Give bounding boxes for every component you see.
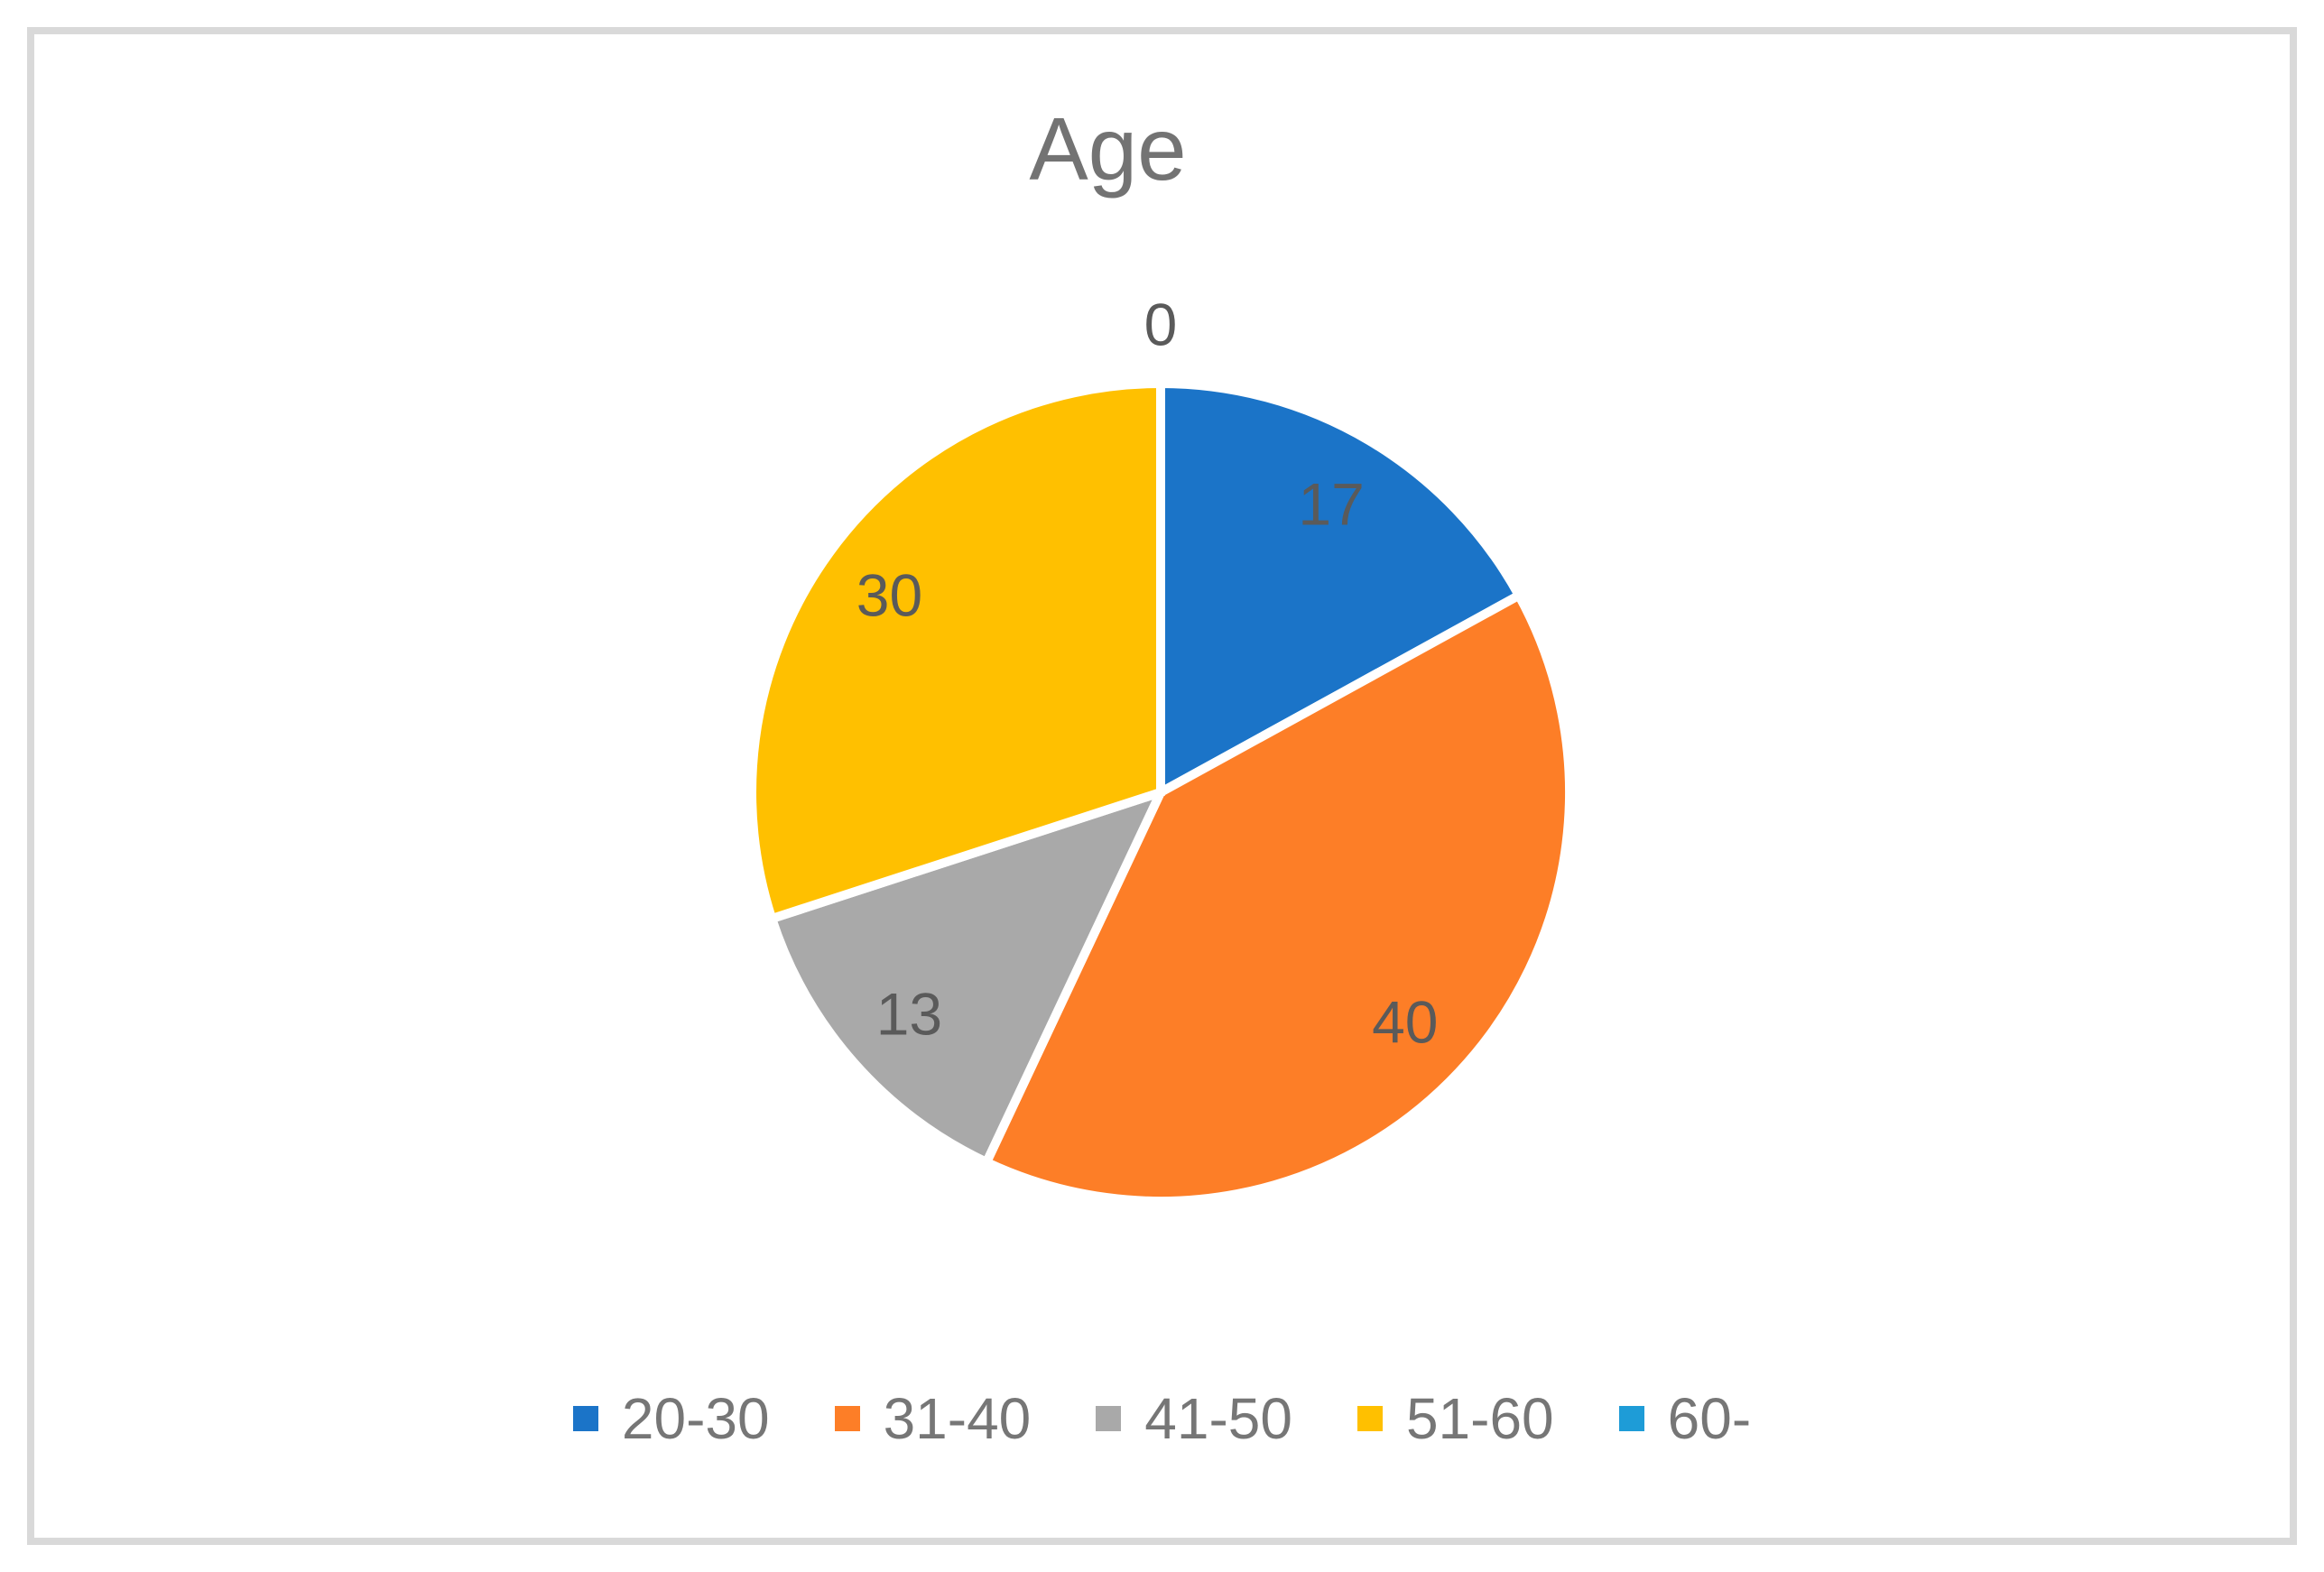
pie-slice-31-40 bbox=[980, 589, 1575, 1206]
legend-label: 41-50 bbox=[1144, 1386, 1292, 1451]
data-label-41-50: 13 bbox=[876, 981, 942, 1048]
legend-label: 31-40 bbox=[883, 1386, 1032, 1451]
data-label-31-40: 40 bbox=[1372, 988, 1438, 1055]
legend-item-31-40: 31-40 bbox=[834, 1386, 1032, 1451]
pie-slice-41-50 bbox=[765, 784, 1170, 1169]
legend-swatch-icon bbox=[572, 1406, 598, 1431]
data-label-60-: 0 bbox=[1144, 291, 1178, 357]
chart-legend: 20-30 31-40 41-50 51-60 60- bbox=[0, 1390, 2324, 1447]
legend-swatch-icon bbox=[1356, 1406, 1383, 1431]
legend-item-41-50: 41-50 bbox=[1096, 1390, 1292, 1447]
pie-slice-20-30 bbox=[1156, 378, 1525, 800]
legend-swatch-icon bbox=[1096, 1406, 1122, 1431]
legend-label: 51-60 bbox=[1405, 1386, 1554, 1451]
legend-item-20-30: 20-30 bbox=[572, 1386, 770, 1451]
legend-label: 20-30 bbox=[621, 1386, 770, 1451]
data-label-20-30: 17 bbox=[1298, 470, 1364, 537]
legend-label: 60- bbox=[1667, 1386, 1752, 1451]
legend-swatch-icon bbox=[1618, 1406, 1644, 1431]
legend-item-51-60: 51-60 bbox=[1356, 1386, 1554, 1451]
pie-slice-51-60 bbox=[747, 378, 1165, 925]
data-label-51-60: 30 bbox=[856, 562, 922, 629]
legend-item-60-: 60- bbox=[1618, 1386, 1752, 1451]
legend-swatch-icon bbox=[834, 1406, 860, 1431]
chart-title: Age bbox=[1029, 99, 1187, 199]
